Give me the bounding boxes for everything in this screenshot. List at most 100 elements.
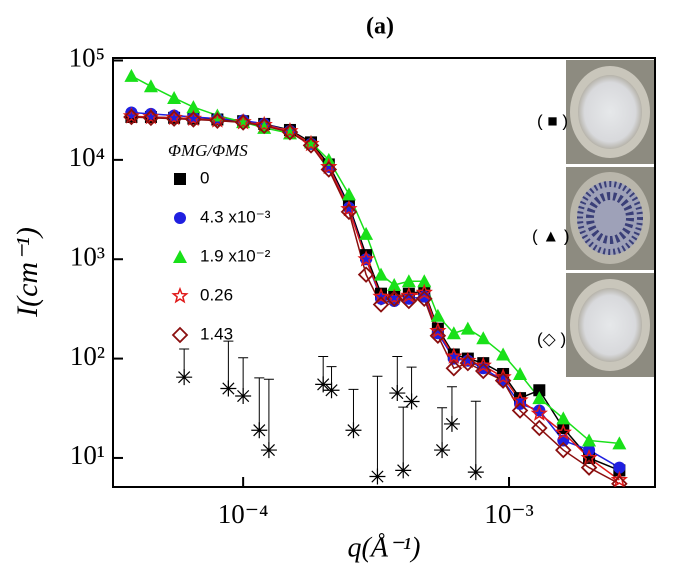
marker xyxy=(235,388,252,405)
y-tick-label: 10³ xyxy=(70,241,105,271)
y-axis-label: I(cm⁻¹) xyxy=(11,227,44,318)
marker xyxy=(323,382,340,399)
marker xyxy=(611,475,628,487)
x-axis-label: q(Å⁻¹) xyxy=(348,532,421,563)
legend-marker xyxy=(173,250,187,263)
marker xyxy=(494,372,512,389)
marker xyxy=(580,459,598,476)
marker xyxy=(434,442,451,459)
marker xyxy=(165,110,183,127)
marker xyxy=(320,161,338,178)
marker xyxy=(281,121,299,139)
marker xyxy=(123,108,140,126)
photo-dish xyxy=(578,75,642,149)
legend-marker xyxy=(171,286,189,304)
annotation: ( ▲ ) xyxy=(532,226,570,245)
marker xyxy=(357,250,375,267)
marker xyxy=(400,292,418,310)
marker xyxy=(220,380,237,397)
marker xyxy=(494,368,512,385)
marker xyxy=(476,331,491,345)
y-tick-label: 10² xyxy=(70,341,105,371)
marker xyxy=(555,441,572,459)
marker xyxy=(445,347,463,364)
marker xyxy=(320,157,338,175)
marker xyxy=(345,422,362,439)
plot-area xyxy=(122,68,629,487)
legend-label: 0.26 xyxy=(200,285,233,304)
marker xyxy=(530,404,548,421)
marker xyxy=(125,106,138,119)
marker xyxy=(416,290,433,308)
error-bar xyxy=(398,406,409,471)
marker xyxy=(446,326,461,340)
marker xyxy=(445,359,463,377)
marker xyxy=(474,362,492,380)
marker xyxy=(385,288,403,306)
legend-label: 0 xyxy=(200,168,209,187)
annotation: (◇ ) xyxy=(537,329,566,348)
marker xyxy=(302,137,320,154)
marker xyxy=(167,90,182,104)
marker xyxy=(341,187,356,201)
marker xyxy=(385,290,403,308)
marker xyxy=(532,391,547,405)
error-bar xyxy=(470,400,481,473)
marker xyxy=(429,321,447,339)
legend-marker xyxy=(171,326,189,344)
marker xyxy=(251,422,268,439)
chart-title: (a) xyxy=(366,14,394,40)
marker xyxy=(582,433,597,447)
marker xyxy=(186,100,201,114)
marker xyxy=(430,308,445,322)
marker xyxy=(387,278,402,292)
marker xyxy=(209,112,226,129)
error-bar xyxy=(263,378,274,451)
marker xyxy=(302,134,320,152)
marker xyxy=(400,286,418,303)
marker xyxy=(511,402,529,419)
marker xyxy=(401,274,416,288)
marker xyxy=(459,351,477,369)
photo-particles xyxy=(577,181,643,255)
marker xyxy=(613,461,626,474)
marker xyxy=(417,274,432,288)
x-tick-label: 10⁻³ xyxy=(484,499,533,529)
marker xyxy=(234,114,252,131)
legend-marker xyxy=(174,212,186,224)
marker xyxy=(185,111,202,128)
marker xyxy=(459,354,477,372)
photo-dish xyxy=(578,288,642,362)
marker xyxy=(557,422,570,435)
legend-title: ΦMG/ΦMS xyxy=(168,141,248,160)
marker xyxy=(612,436,627,450)
plot-frame xyxy=(112,57,656,488)
marker xyxy=(610,470,629,487)
x-tick-label: 10⁻⁴ xyxy=(218,499,269,529)
marker xyxy=(395,462,412,479)
annotation: ( ■ ) xyxy=(537,111,568,130)
marker xyxy=(369,468,386,485)
y-tick-label: 10⁴ xyxy=(69,142,105,172)
legend-label: 1.43 xyxy=(200,324,233,343)
marker xyxy=(357,266,375,283)
marker xyxy=(467,464,484,481)
marker xyxy=(429,327,447,344)
marker xyxy=(474,356,492,373)
y-tick-label: 10⁵ xyxy=(69,43,105,73)
marker xyxy=(374,267,389,281)
marker xyxy=(513,366,528,380)
photo-particles xyxy=(586,192,634,244)
marker xyxy=(315,376,332,393)
marker xyxy=(403,393,420,410)
marker xyxy=(554,423,572,440)
marker xyxy=(533,384,546,397)
legend-label: 4.3 x10⁻³ xyxy=(200,207,271,226)
error-bar xyxy=(254,377,265,431)
marker xyxy=(372,287,390,305)
photos xyxy=(566,60,654,377)
marker xyxy=(531,419,548,437)
marker xyxy=(281,123,299,141)
legend-marker xyxy=(174,173,186,185)
